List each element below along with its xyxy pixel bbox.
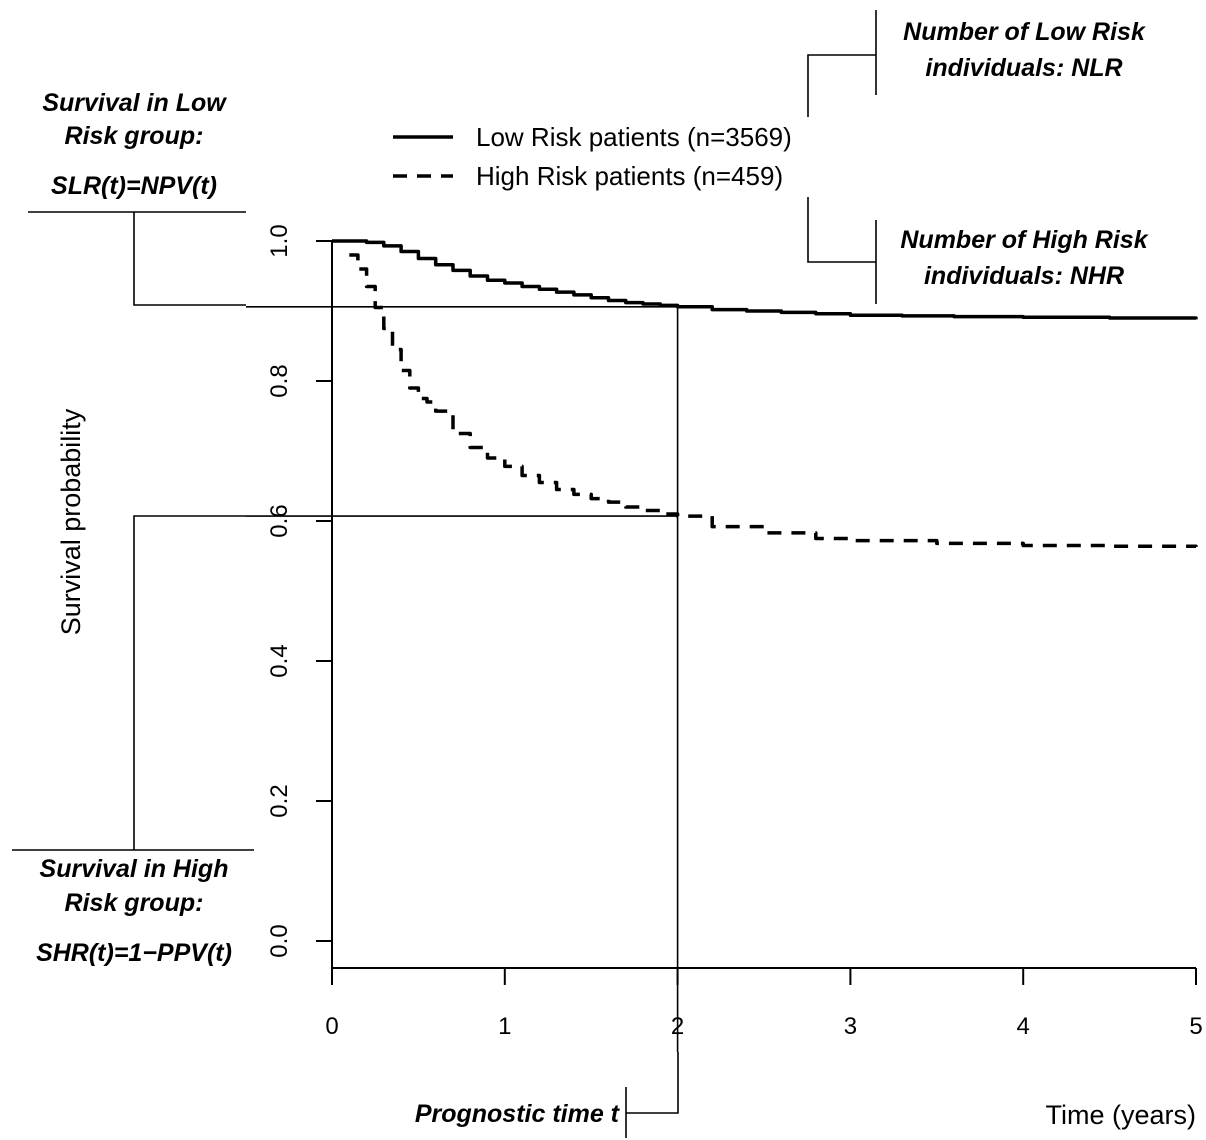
annotation-counts: Number of Low Risk individuals: NLR Numb…	[807, 10, 1149, 304]
annotation-prognostic-time: Prognostic time t	[415, 1052, 679, 1138]
annotation-nhr-bracket	[807, 197, 876, 263]
annotation-shr-line-3: SHR(t)=1−PPV(t)	[36, 939, 232, 967]
annotation-slr-line-1: Survival in Low	[42, 89, 227, 117]
series-line-high-risk	[349, 253, 1198, 548]
annotation-prognostic-time-label: Prognostic time t	[415, 1100, 621, 1128]
legend: Low Risk patients (n=3569) High Risk pat…	[393, 122, 792, 191]
series-line-low-risk	[332, 239, 1198, 320]
series-group	[332, 239, 1198, 548]
annotation-prognostic-time-bracket	[626, 1052, 679, 1114]
annotation-nlr-line-2: individuals: NLR	[925, 54, 1122, 82]
annotation-nhr-line-1: Number of High Risk	[900, 226, 1148, 254]
y-tick-label: 0.2	[266, 784, 293, 817]
y-axis: 0.0 0.2 0.4 0.6 0.8 1.0 Survival probability	[56, 224, 333, 968]
annotation-slr-line-3: SLR(t)=NPV(t)	[51, 172, 217, 200]
y-tick-label: 0.0	[266, 924, 293, 957]
x-tick-label: 5	[1189, 1013, 1202, 1040]
legend-label-high-risk: High Risk patients (n=459)	[476, 161, 783, 191]
x-tick-label: 1	[498, 1013, 511, 1040]
y-ticks: 0.0 0.2 0.4 0.6 0.8 1.0	[266, 224, 332, 958]
y-axis-title: Survival probability	[56, 408, 86, 635]
annotation-nlr-bracket	[807, 54, 876, 117]
x-axis-title: Time (years)	[1045, 1100, 1196, 1130]
annotation-shr-bracket	[133, 515, 246, 850]
annotation-slr: Survival in Low Risk group: SLR(t)=NPV(t…	[28, 89, 246, 306]
annotation-slr-line-2: Risk group:	[65, 122, 204, 150]
annotation-nhr-line-2: individuals: NHR	[924, 262, 1124, 290]
y-tick-label: 1.0	[266, 224, 293, 257]
annotation-shr: Survival in High Risk group: SHR(t)=1−PP…	[12, 515, 254, 967]
x-tick-label: 4	[1017, 1013, 1030, 1040]
annotation-nlr-line-1: Number of Low Risk	[903, 18, 1146, 46]
annotation-shr-line-2: Risk group:	[65, 889, 204, 917]
x-tick-label: 3	[844, 1013, 857, 1040]
annotation-shr-line-1: Survival in High	[40, 855, 229, 883]
guide-lines	[246, 305, 679, 1052]
legend-label-low-risk: Low Risk patients (n=3569)	[476, 122, 792, 152]
y-tick-label: 0.6	[266, 504, 293, 537]
x-tick-label: 0	[325, 1013, 338, 1040]
y-tick-label: 0.4	[266, 644, 293, 677]
annotation-slr-bracket	[133, 212, 246, 306]
y-tick-label: 0.8	[266, 364, 293, 397]
